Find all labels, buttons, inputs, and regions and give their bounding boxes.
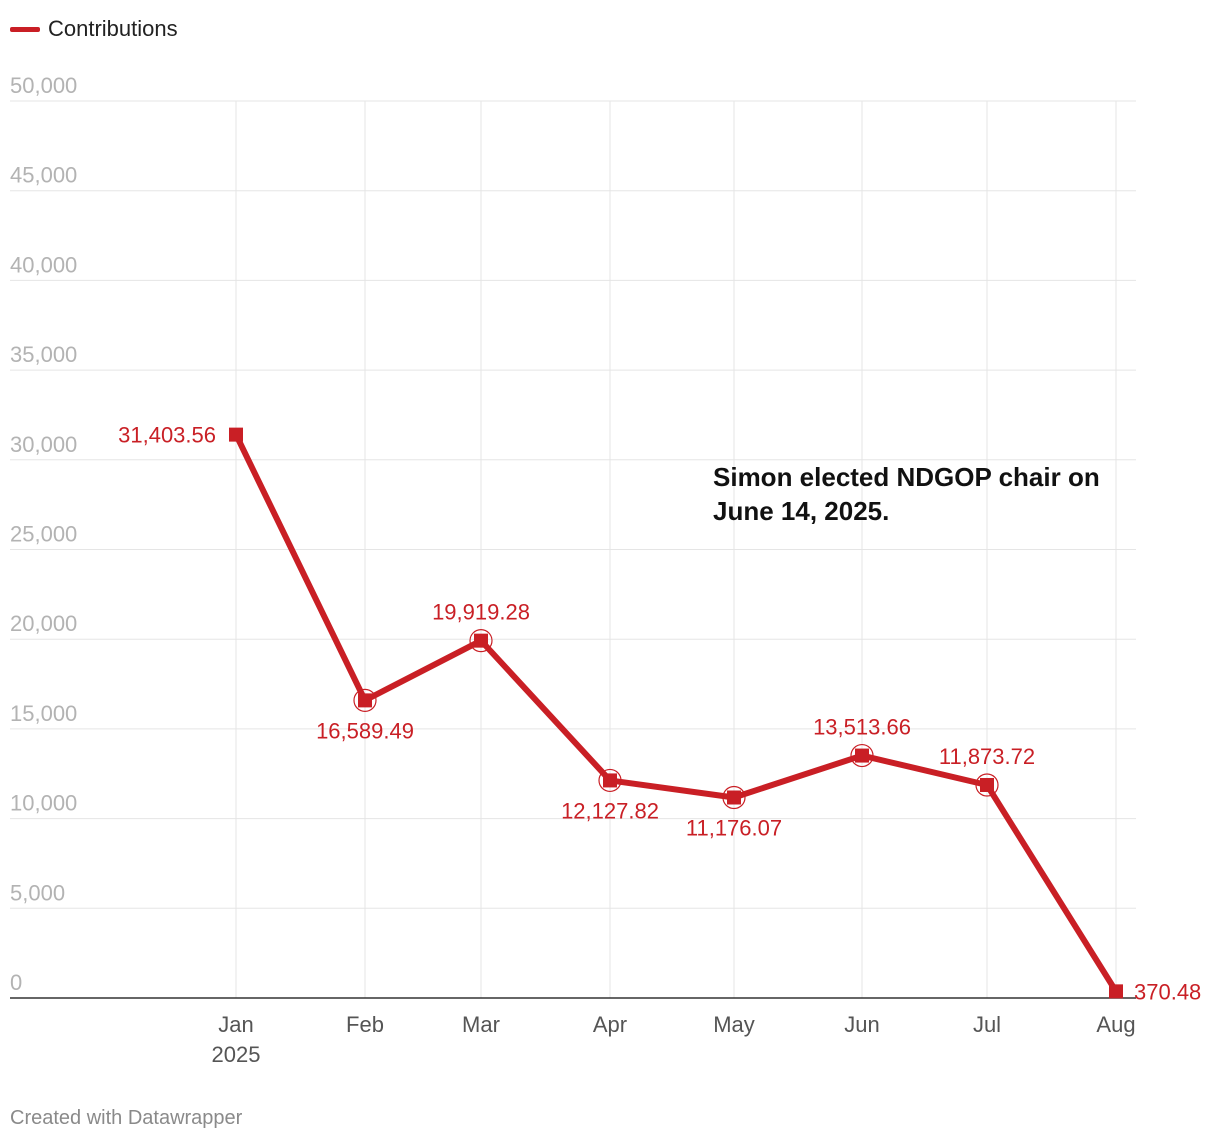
y-tick-label: 20,000 [10,611,77,636]
data-point-halo [353,688,377,712]
data-label: 11,873.72 [939,744,1035,769]
data-label: 31,403.56 [118,423,216,448]
data-point-marker[interactable] [603,773,617,788]
y-tick-label: 45,000 [10,163,77,188]
data-point-halo [598,768,622,793]
data-point-marker[interactable] [855,748,869,763]
y-tick-label: 50,000 [10,73,77,98]
y-tick-label: 25,000 [10,522,77,547]
y-tick-label: 35,000 [10,342,77,367]
data-point-marker[interactable] [980,777,994,792]
data-point-halo [469,629,493,653]
y-tick-label: 30,000 [10,432,77,457]
x-tick-label: Feb [346,1012,384,1037]
data-label: 370.48 [1134,979,1201,1004]
data-label: 13,513.66 [813,715,911,740]
data-label: 11,176.07 [686,816,782,841]
data-point-halo [722,785,746,810]
legend: Contributions [10,16,178,42]
legend-label: Contributions [48,16,178,41]
data-point-marker[interactable] [727,790,741,805]
x-tick-label: Jul [973,1012,1001,1037]
y-tick-label: 5,000 [10,880,65,905]
x-tick-label: Jan [218,1012,253,1037]
x-tick-label: Aug [1096,1012,1135,1037]
data-label: 12,127.82 [561,798,659,823]
annotation-text: June 14, 2025. [713,496,889,526]
y-tick-label: 10,000 [10,791,77,816]
footer-credit: Created with Datawrapper [10,1107,243,1129]
data-label: 16,589.49 [316,718,414,743]
series-line-contributions [233,431,1119,995]
y-tick-label: 0 [10,970,22,995]
y-tick-label: 40,000 [10,252,77,277]
legend-swatch [10,26,40,32]
y-tick-label: 15,000 [10,701,77,726]
data-point-halo [975,773,999,797]
data-point-marker[interactable] [474,633,488,648]
x-tick-label: Jun [844,1012,879,1037]
data-label: 19,919.28 [432,600,530,625]
x-tick-label: Apr [593,1012,627,1037]
x-tick-label: May [713,1012,755,1037]
data-point-halo [850,743,874,768]
x-tick-label: Mar [462,1012,500,1037]
data-point-marker[interactable] [358,693,372,708]
data-point-marker[interactable] [1109,984,1123,999]
data-point-marker[interactable] [229,427,243,442]
x-year-label: 2025 [212,1042,261,1067]
annotation-text: Simon elected NDGOP chair on [713,462,1100,492]
